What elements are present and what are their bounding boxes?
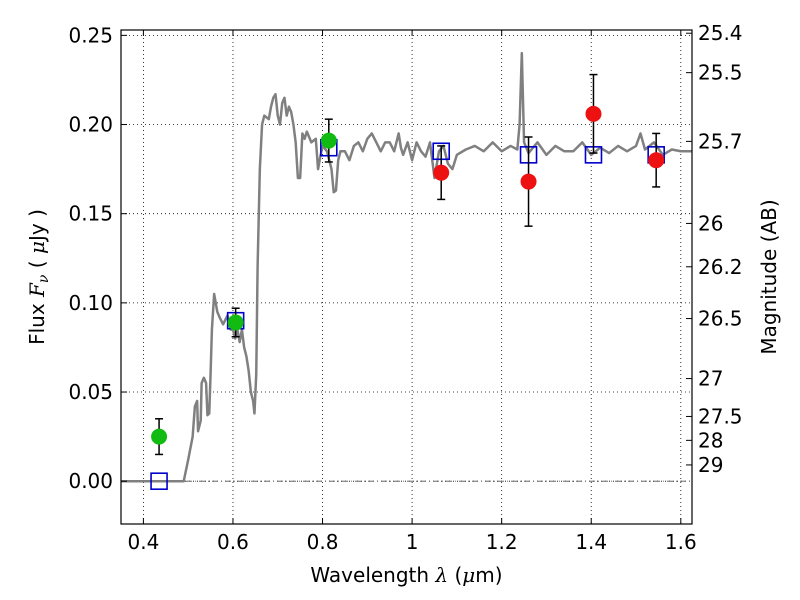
green-data-point <box>227 314 244 331</box>
green-data-point <box>151 428 168 445</box>
red-data-point <box>648 152 665 169</box>
x-tick-label: 1 <box>406 530 419 554</box>
y-tick-label: 0.00 <box>68 469 113 493</box>
x-tick-label: 0.4 <box>127 530 159 554</box>
x-tick-label: 1.6 <box>665 530 697 554</box>
y-tick-label: 0.05 <box>68 380 113 404</box>
x-tick-label: 1.4 <box>575 530 607 554</box>
green-data-point <box>320 132 337 149</box>
magnitude-tick-label: 28 <box>698 428 723 452</box>
x-tick-label: 0.6 <box>217 530 249 554</box>
x-tick-label: 1.2 <box>486 530 518 554</box>
magnitude-tick-label: 25.5 <box>698 61 743 85</box>
magnitude-tick-label: 27.5 <box>698 404 743 428</box>
y-axis-label: Flux Fν ( μJy ) <box>25 209 52 345</box>
data-points-layer <box>150 73 665 490</box>
axis-ticks: 0.4 0.6 0.8 1 1.2 1.4 1.6 0.00 0.05 0.10 0.15 0.20 0… <box>68 21 742 554</box>
magnitude-axis-label: Magnitude (AB) <box>757 199 781 354</box>
y-tick-label: 0.15 <box>68 202 113 226</box>
x-axis-label: Wavelength λ (μm) <box>310 563 502 587</box>
red-data-point <box>585 105 602 122</box>
magnitude-tick-label: 27 <box>698 367 723 391</box>
model-flux-square-marker <box>150 472 168 490</box>
y-tick-label: 0.10 <box>68 291 113 315</box>
red-data-point <box>433 164 450 181</box>
y-tick-label: 0.25 <box>68 23 113 47</box>
magnitude-tick-label: 25.7 <box>698 129 743 153</box>
magnitude-tick-label: 26.5 <box>698 307 743 331</box>
red-data-point <box>520 173 537 190</box>
magnitude-tick-label: 25.4 <box>698 21 743 45</box>
magnitude-tick-label: 26 <box>698 211 723 235</box>
magnitude-tick-label: 29 <box>698 453 723 477</box>
y-tick-label: 0.20 <box>68 113 113 137</box>
magnitude-tick-label: 26.2 <box>698 255 743 279</box>
plot-frame <box>120 29 693 525</box>
x-tick-label: 0.8 <box>307 530 339 554</box>
